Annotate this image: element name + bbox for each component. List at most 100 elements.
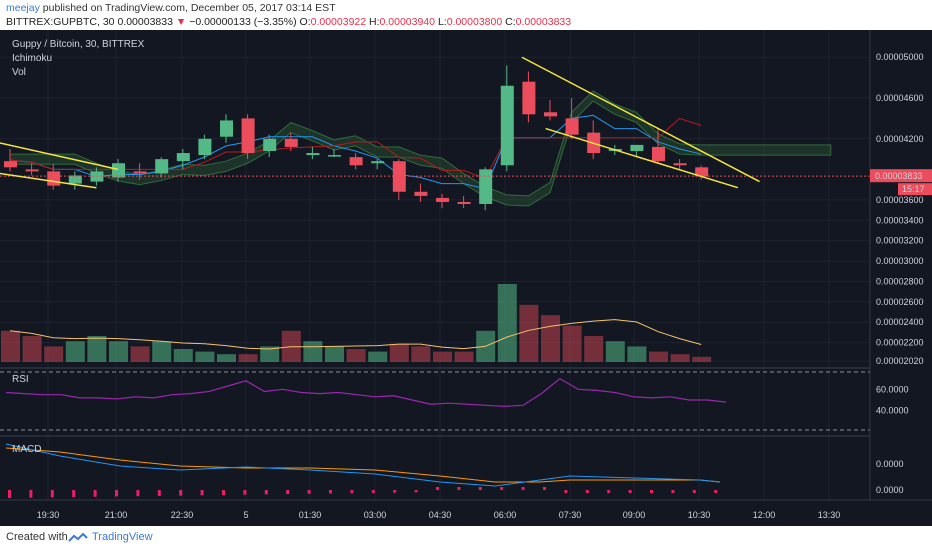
volume-bar: [692, 356, 712, 362]
time-tick-label: 22:30: [171, 510, 194, 520]
chart-title: Guppy / Bitcoin, 30, BITTREX: [12, 39, 145, 50]
macd-histogram-bar: [50, 490, 54, 498]
macd-tick-label: 0.0000: [876, 459, 904, 469]
macd-histogram-bar: [350, 490, 354, 494]
volume-ma-line: [9, 319, 702, 350]
candle-body: [544, 112, 557, 117]
time-tick-label: 10:30: [688, 510, 711, 520]
volume-bar: [497, 284, 517, 362]
candle-body: [241, 118, 255, 154]
trendline-wedge-lower: [545, 127, 739, 189]
candle-body: [133, 171, 147, 174]
volume-bar: [584, 336, 604, 362]
price-tick-label: 0.00002400: [876, 317, 924, 327]
candle-body: [414, 191, 428, 196]
candle-body: [284, 138, 298, 147]
volume-bar: [303, 341, 323, 362]
tradingview-link[interactable]: TradingView: [92, 531, 153, 543]
grid-lines: [0, 30, 870, 500]
volume-bar: [627, 346, 647, 362]
open-label: O:: [299, 16, 311, 28]
candles: [0, 65, 870, 211]
volume-bar: [368, 351, 388, 362]
candle-body: [652, 146, 665, 162]
candle-body: [25, 169, 39, 172]
chart-area[interactable]: 0.00005000 0.00004600 0.00004200 0.00003600…: [0, 30, 932, 526]
volume-bar: [670, 354, 690, 362]
macd-histogram-bar: [243, 490, 247, 495]
macd-histogram-bar: [371, 490, 375, 493]
time-tick-label: 01:30: [299, 510, 322, 520]
author-link[interactable]: meejay: [6, 2, 40, 14]
time-tick-label: 04:30: [429, 510, 452, 520]
volume-bar: [541, 315, 560, 362]
volume-bar: [195, 351, 215, 362]
volume-bar: [217, 354, 236, 362]
time-tick-label: 13:30: [818, 510, 841, 520]
macd-histogram-bar: [200, 490, 204, 496]
macd-histogram-bar: [414, 490, 418, 493]
volume-bar: [65, 341, 85, 362]
macd-histogram-bar: [521, 487, 525, 490]
macd-histogram-bar: [650, 490, 653, 493]
macd-histogram-bar: [329, 490, 332, 494]
price-tick-label: 0.00002020: [876, 356, 924, 366]
macd-pane: [0, 435, 870, 498]
macd-histogram-bar: [8, 490, 11, 498]
price-tick-label: 0.00002600: [876, 297, 924, 307]
open-value: 0.00003922: [310, 16, 367, 28]
high-value: 0.00003940: [379, 16, 436, 28]
countdown-tag: [898, 183, 932, 196]
macd-histogram-bar: [136, 490, 140, 497]
volume-bar: [454, 351, 474, 362]
legend-ichimoku: Ichimoku: [12, 53, 52, 64]
time-tick-label: 21:00: [105, 510, 128, 520]
candle-body: [47, 171, 61, 186]
candle-body: [371, 161, 385, 164]
candle-body: [263, 138, 277, 152]
macd-histogram-bar: [29, 490, 33, 498]
candle-body: [4, 161, 17, 168]
macd-tick-label: 0.0000: [876, 485, 904, 495]
macd-label: MACD: [12, 444, 41, 455]
published-text: published on TradingView.com, December 0…: [42, 2, 336, 14]
ichimoku-lines: [9, 114, 702, 190]
volume-bar: [433, 351, 452, 362]
macd-histogram-bar: [115, 490, 118, 497]
volume-bar: [325, 346, 344, 362]
candle-body: [522, 81, 536, 115]
time-tick-label: 12:00: [753, 510, 776, 520]
price-tick-label: 0.00003400: [876, 215, 924, 225]
macd-histogram-bar: [457, 487, 461, 490]
price-tick-label: 0.00004200: [876, 134, 924, 144]
volume-bar: [411, 346, 431, 362]
price-tick-label: 0.00003200: [876, 236, 924, 246]
macd-histogram-bar: [607, 490, 611, 493]
candle-body: [673, 163, 687, 166]
volume-bar: [130, 346, 150, 362]
macd-histogram-bar: [393, 490, 397, 493]
rsi-line: [5, 377, 727, 408]
candle-body: [349, 157, 363, 166]
low-value: 0.00003800: [446, 16, 503, 28]
conversion-line: [9, 114, 702, 190]
volume-bar: [238, 354, 258, 362]
price-tick-label: 0.00004600: [876, 93, 924, 103]
volume-bar: [87, 336, 107, 362]
base-line: [9, 117, 702, 180]
candle-body: [220, 120, 233, 137]
rsi-pane: [0, 367, 870, 431]
price-tick-label: 0.00002200: [876, 338, 924, 348]
price-tick-label: 0.00005000: [876, 52, 924, 62]
created-with-text: Created with: [6, 531, 68, 543]
candle-body: [68, 175, 82, 184]
low-label: L:: [437, 16, 447, 28]
price-tick-label: 0.00003000: [876, 256, 924, 266]
time-tick-label: 5: [243, 510, 248, 520]
chart-canvas[interactable]: 0.00005000 0.00004600 0.00004200 0.00003600…: [0, 30, 932, 526]
candle-body: [436, 197, 449, 202]
last-price: 0.00003833: [117, 16, 173, 28]
price-tick-label: 0.00003600: [876, 195, 924, 205]
volume-bar: [519, 304, 539, 362]
trendlines: [0, 56, 760, 189]
